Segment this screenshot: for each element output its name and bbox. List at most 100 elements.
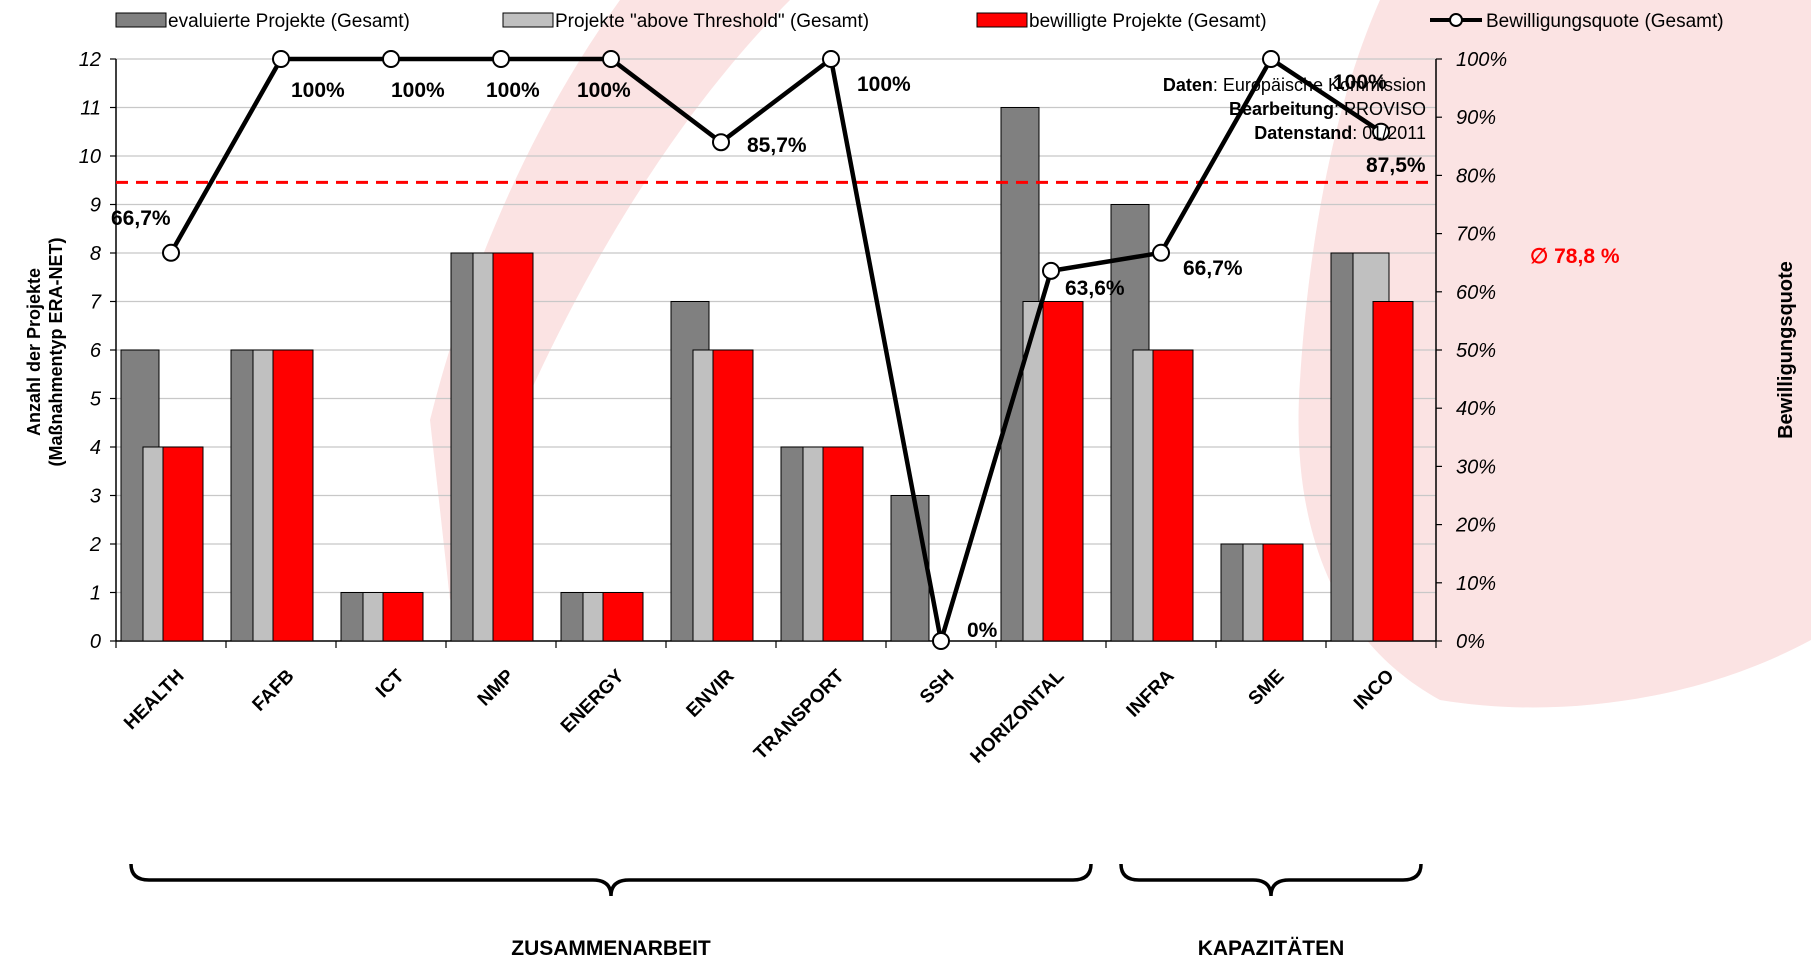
- source-note-key: Daten: [1163, 75, 1213, 95]
- bar-approved: [382, 592, 424, 642]
- y-tick-label-right: 90%: [1456, 107, 1496, 129]
- y-axis-title-line: (Maßnahmentyp ERA-NET): [46, 237, 66, 466]
- legend-swatch: [115, 12, 167, 28]
- y-axis-title-right: Bewilligungsquote: [1775, 261, 1797, 439]
- rate-label: 66,7%: [1183, 257, 1243, 280]
- rate-marker: [602, 50, 620, 68]
- legend-marker: [1449, 13, 1463, 27]
- y-tick-label-left: 2: [89, 534, 101, 556]
- bar-approved: [272, 349, 314, 642]
- rate-label: 85,7%: [747, 134, 807, 157]
- rate-label: 66,7%: [111, 207, 171, 230]
- y-tick-label-left: 7: [90, 292, 102, 314]
- x-tick-label: ICT: [372, 665, 409, 702]
- rate-marker: [822, 50, 840, 68]
- bar-approved: [602, 592, 644, 642]
- y-tick-label-left: 12: [79, 49, 101, 71]
- bar-approved: [162, 446, 204, 642]
- x-tick-label: FAFB: [249, 666, 299, 716]
- x-tick-label: HEALTH: [120, 666, 188, 734]
- rate-marker: [1372, 122, 1390, 141]
- rate-label: 100%: [391, 79, 445, 102]
- y-tick-label-right: 80%: [1456, 165, 1496, 187]
- y-tick-label-right: 0%: [1456, 631, 1485, 653]
- rate-marker: [162, 243, 180, 262]
- rate-label: 0%: [967, 619, 998, 642]
- x-tick-label: HORIZONTAL: [967, 665, 1069, 767]
- bar-approved: [1372, 301, 1414, 642]
- y-tick-label-left: 9: [90, 195, 101, 217]
- rate-label: 100%: [291, 79, 345, 102]
- source-note: Daten: Europäische Kommission Bearbeitung…: [1163, 75, 1426, 143]
- bar-evaluated: [890, 495, 930, 642]
- rate-label: 87,5%: [1366, 154, 1426, 177]
- source-note-line: Daten: Europäische Kommission: [1163, 75, 1426, 95]
- bar-approved: [492, 252, 534, 642]
- x-tick-label: ENERGY: [557, 665, 629, 737]
- rate-marker: [932, 632, 950, 650]
- y-tick-label-left: 8: [90, 243, 101, 265]
- rate-label: 100%: [577, 79, 631, 102]
- y-tick-label-right: 40%: [1456, 398, 1496, 420]
- legend-swatch: [502, 12, 554, 28]
- rate-marker: [382, 50, 400, 68]
- y-tick-label-left: 0: [90, 631, 101, 653]
- legend-label: evaluierte Projekte (Gesamt): [168, 11, 410, 32]
- rate-marker: [492, 50, 510, 68]
- source-note-value: : Europäische Kommission: [1213, 75, 1426, 95]
- y-tick-label-right: 100%: [1456, 49, 1507, 71]
- y-tick-label-left: 11: [80, 98, 101, 120]
- rate-label: 63,6%: [1065, 277, 1125, 300]
- source-note-key: Datenstand: [1254, 123, 1352, 143]
- rate-marker: [272, 50, 290, 68]
- source-note-line: Bearbeitung: PROVISO: [1229, 99, 1426, 119]
- y-tick-label-right: 70%: [1456, 224, 1496, 246]
- rate-marker: [1262, 50, 1280, 68]
- group-brace: [1119, 863, 1423, 897]
- average-label: ∅ 78,8 %: [1530, 245, 1620, 268]
- legend: evaluierte Projekte (Gesamt) Projekte "ab…: [115, 11, 1724, 32]
- y-tick-label-right: 10%: [1456, 573, 1496, 595]
- rate-line: [169, 56, 1383, 644]
- x-tick-label: SME: [1245, 666, 1289, 710]
- legend-label: Projekte "above Threshold" (Gesamt): [555, 11, 869, 32]
- bar-approved: [712, 349, 754, 642]
- y-tick-label-left: 3: [90, 486, 101, 508]
- rate-marker: [1152, 243, 1170, 262]
- rate-marker: [712, 133, 730, 152]
- x-tick-label: ENVIR: [683, 665, 739, 721]
- group-label: KAPAZITÄTEN: [1198, 937, 1345, 960]
- x-tick-label: TRANSPORT: [750, 665, 849, 764]
- bar-approved: [822, 446, 864, 642]
- x-tick-label: SSH: [916, 666, 958, 708]
- y-tick-label-right: 20%: [1455, 515, 1496, 537]
- group-brace: [129, 863, 1093, 897]
- source-note-value: : PROVISO: [1334, 99, 1426, 119]
- legend-label: bewilligte Projekte (Gesamt): [1029, 11, 1267, 32]
- group-label: ZUSAMMENARBEIT: [511, 937, 711, 960]
- source-note-key: Bearbeitung: [1229, 99, 1334, 119]
- bar-approved: [1152, 349, 1194, 642]
- rate-label: 100%: [1333, 71, 1387, 94]
- y-tick-label-right: 30%: [1456, 456, 1496, 478]
- legend-swatch: [976, 12, 1028, 28]
- y-tick-label-left: 1: [90, 583, 101, 605]
- y-tick-label-left: 6: [90, 340, 102, 362]
- x-tick-label: NMP: [474, 665, 519, 710]
- x-tick-label: INCO: [1350, 666, 1398, 714]
- bar-approved: [1042, 301, 1084, 642]
- x-tick-label: INFRA: [1123, 665, 1179, 721]
- y-tick-label-right: 60%: [1456, 282, 1496, 304]
- y-tick-label-left: 10: [79, 146, 101, 168]
- y-tick-label-left: 4: [90, 437, 101, 459]
- bar-approved: [1262, 543, 1304, 642]
- rate-marker: [1042, 261, 1060, 280]
- y-axis-title-left: Anzahl der Projekte (Maßnahmentyp ERA-NET…: [24, 237, 66, 466]
- rate-label: 100%: [486, 79, 540, 102]
- y-tick-label-right: 50%: [1456, 340, 1496, 362]
- source-note-line: Datenstand: 01/2011: [1254, 123, 1426, 143]
- y-tick-label-left: 5: [90, 389, 102, 411]
- source-note-value: : 01/2011: [1352, 123, 1426, 143]
- y-axis-title-line: Anzahl der Projekte: [24, 268, 44, 436]
